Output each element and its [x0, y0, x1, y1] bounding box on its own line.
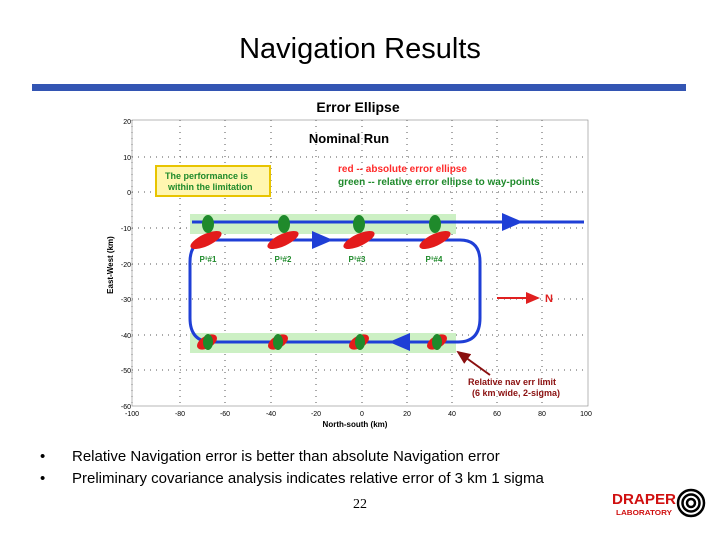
- limit-label-line2: (6 km wide, 2-sigma): [472, 388, 560, 398]
- page-number: 22: [353, 497, 367, 512]
- absolute-ellipse-3: [343, 230, 375, 250]
- x-tick-label: 60: [493, 411, 501, 418]
- figure-title: Error Ellipse: [316, 99, 399, 115]
- bullet-list: • Relative Navigation error is better th…: [40, 445, 544, 489]
- waypoint-label-4: P³#4: [426, 255, 443, 264]
- relative-ellipse-4: [429, 215, 441, 233]
- legend-red: red -- absolute error ellipse: [338, 164, 467, 175]
- bullet-marker: •: [40, 447, 46, 465]
- waypoint-label-2: P³#2: [275, 255, 292, 264]
- relative-ellipses: [202, 215, 442, 350]
- logo-subtext: LABORATORY: [616, 510, 672, 517]
- x-tick-label: -80: [175, 411, 185, 418]
- limit-band-top: [190, 214, 456, 234]
- y-tick-label: -60: [121, 404, 131, 411]
- y-tick-label: 0: [127, 190, 131, 197]
- logo-text: DRAPER: [612, 491, 676, 508]
- relative-ellipse-5: [203, 334, 213, 350]
- absolute-ellipse-4: [419, 230, 451, 250]
- bullet-item: • Relative Navigation error is better th…: [40, 445, 544, 467]
- relative-ellipse-7: [355, 334, 365, 350]
- x-tick-label: 100: [580, 411, 592, 418]
- performance-callout-box: [155, 165, 271, 197]
- logo-target-icon: [676, 488, 706, 518]
- y-tick-label: -40: [121, 333, 131, 340]
- bullet-marker: •: [40, 469, 46, 487]
- y-tick-label: -30: [121, 297, 131, 304]
- y-tick-label: 10: [123, 155, 131, 162]
- legend-green: green -- relative error ellipse to way-p…: [338, 177, 540, 188]
- title-rule: [32, 84, 686, 91]
- bullet-item: • Preliminary covariance analysis indica…: [40, 467, 544, 489]
- y-axis-label: East-West (km): [106, 236, 115, 294]
- x-tick-label: -100: [125, 411, 139, 418]
- y-tick-label: -10: [121, 226, 131, 233]
- absolute-ellipse-2: [267, 230, 299, 250]
- relative-ellipse-1: [202, 215, 214, 233]
- figure-subtitle: Nominal Run: [309, 131, 389, 146]
- x-tick-label: 40: [448, 411, 456, 418]
- relative-ellipse-3: [353, 215, 365, 233]
- absolute-ellipse-1: [190, 230, 222, 250]
- callout-line1: The performance is: [165, 171, 248, 181]
- x-axis-label: North-south (km): [323, 420, 388, 429]
- x-tick-label: 80: [538, 411, 546, 418]
- y-tick-label: 20: [123, 119, 131, 126]
- north-label: N: [545, 293, 553, 305]
- x-tick-labels: -100 -80 -60 -40 -20 0 20 40 60 80 100: [125, 411, 592, 418]
- relative-ellipse-8: [432, 334, 442, 350]
- y-tick-label: -20: [121, 262, 131, 269]
- trajectory-path: [188, 220, 584, 344]
- x-tick-label: 0: [360, 411, 364, 418]
- bullet-text: Preliminary covariance analysis indicate…: [72, 469, 544, 487]
- y-tick-label: -50: [121, 368, 131, 375]
- x-tick-label: -60: [220, 411, 230, 418]
- waypoint-label-1: P³#1: [200, 255, 217, 264]
- slide-title: Navigation Results: [239, 33, 481, 65]
- x-tick-label: -20: [311, 411, 321, 418]
- trajectory-arrows: [312, 213, 523, 351]
- bullet-text: Relative Navigation error is better than…: [72, 447, 500, 465]
- relative-ellipse-6: [273, 334, 283, 350]
- limit-arrow: [456, 350, 491, 376]
- x-tick-label: -40: [266, 411, 276, 418]
- x-tick-label: 20: [403, 411, 411, 418]
- draper-logo: DRAPER LABORATORY: [612, 488, 706, 518]
- relative-ellipse-2: [278, 215, 290, 233]
- plot-frame: [131, 119, 589, 407]
- limit-label-line1: Relative nav err limit: [468, 377, 556, 387]
- waypoint-label-3: P³#3: [349, 255, 366, 264]
- y-tick-labels: 20 10 0 -10 -20 -30 -40 -50 -60: [121, 119, 131, 411]
- callout-line2: within the limitation: [167, 182, 253, 192]
